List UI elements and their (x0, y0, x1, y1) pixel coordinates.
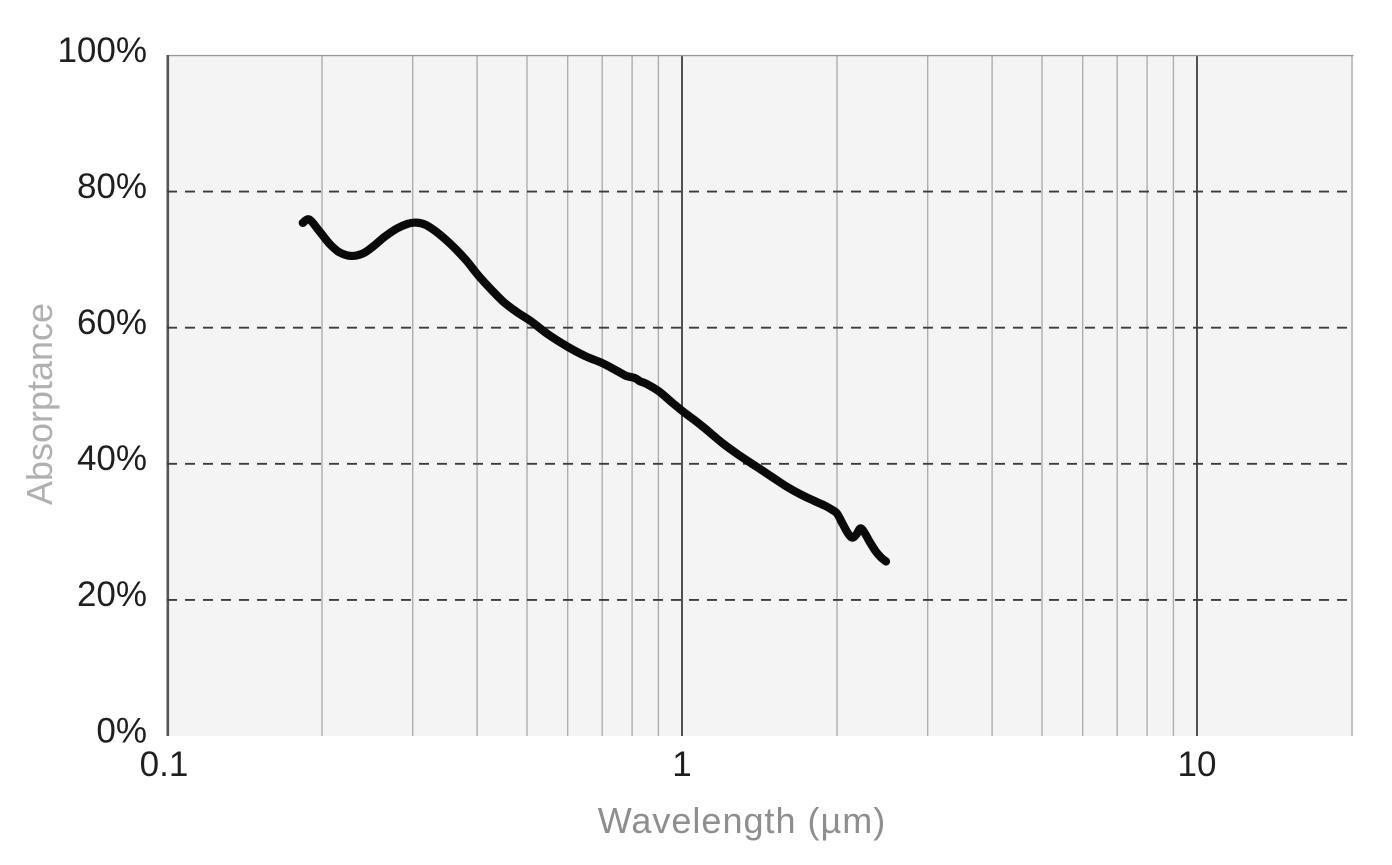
svg-text:40%: 40% (77, 439, 147, 478)
svg-text:0%: 0% (96, 711, 147, 750)
svg-text:Absorptance: Absorptance (19, 303, 60, 505)
svg-text:0.1: 0.1 (140, 745, 189, 784)
svg-text:1: 1 (672, 745, 691, 784)
svg-text:100%: 100% (57, 31, 147, 70)
svg-text:60%: 60% (77, 303, 147, 342)
svg-text:10: 10 (1178, 745, 1217, 784)
svg-text:Wavelength (µm): Wavelength (µm) (598, 800, 886, 841)
svg-text:20%: 20% (77, 575, 147, 614)
svg-text:80%: 80% (77, 167, 147, 206)
